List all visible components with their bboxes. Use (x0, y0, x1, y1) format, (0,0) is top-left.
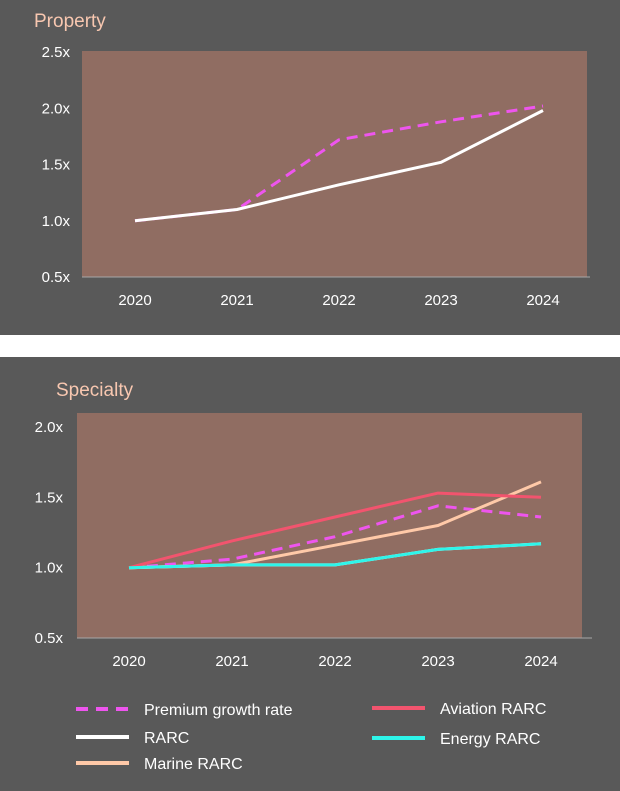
y-tick-label: 1.5x (35, 489, 64, 506)
series-line-rarc (134, 109, 544, 223)
x-tick-label: 2021 (215, 653, 248, 670)
chart-marks: 0.5x 1.0x 1.5x 2.0x 2020 2021 2022 2023 2024 (35, 419, 592, 670)
legend-item-rarc: RARC (76, 730, 189, 747)
chart-marks: 0.5x 1.0x 1.5x 2.0x 2.5x 2020 2021 2022 2023 2024 (42, 44, 590, 309)
y-tick-label: 2.0x (35, 419, 64, 436)
x-tick-label: 2020 (118, 292, 151, 309)
legend-label: Premium growth rate (144, 702, 293, 719)
plot-area (82, 51, 587, 277)
plot-area (77, 413, 582, 638)
legend-label: Aviation RARC (440, 701, 546, 718)
x-tick-label: 2020 (112, 653, 145, 670)
legend-label: Marine RARC (144, 756, 243, 773)
x-tick-label: 2022 (322, 292, 355, 309)
legend-item-marine-rarc: Marine RARC (76, 756, 243, 773)
series-line-premium-growth-rate (134, 104, 544, 223)
legend-label: RARC (144, 730, 189, 747)
specialty-chart: Specialty 0.5x 1.0x 1.5x 2.0x 2020 2021 2022 20… (35, 380, 592, 773)
x-tick-label: 2023 (424, 292, 457, 309)
y-tick-label: 1.5x (42, 157, 71, 174)
legend-item-aviation-rarc: Aviation RARC (372, 701, 546, 718)
y-tick-label: 1.0x (42, 213, 71, 230)
y-tick-label: 2.5x (42, 44, 71, 61)
legend-item-energy-rarc: Energy RARC (372, 731, 540, 748)
legend: Premium growth rate RARC Marine RARC Aviati… (76, 701, 546, 773)
x-tick-label: 2023 (421, 653, 454, 670)
x-tick-label: 2024 (526, 292, 559, 309)
y-tick-label: 1.0x (35, 560, 64, 577)
x-tick-label: 2021 (220, 292, 253, 309)
property-chart-panel: Property 0.5x 1.0x 1.5x 2.0x 2.5x 2020 2021 202… (0, 0, 620, 335)
y-tick-label: 0.5x (35, 630, 64, 647)
y-tick-label: 0.5x (42, 269, 71, 286)
legend-label: Energy RARC (440, 731, 540, 748)
specialty-chart-panel: Specialty 0.5x 1.0x 1.5x 2.0x 2020 2021 2022 20… (0, 357, 620, 791)
x-tick-label: 2022 (318, 653, 351, 670)
series-line-energy-rarc (128, 542, 542, 570)
series-line-aviation-rarc (128, 491, 542, 570)
y-tick-label: 2.0x (42, 100, 71, 117)
chart-title: Property (34, 11, 106, 32)
legend-item-premium-growth-rate: Premium growth rate (76, 702, 293, 719)
x-tick-label: 2024 (524, 653, 557, 670)
chart-title: Specialty (56, 380, 134, 401)
property-chart: Property 0.5x 1.0x 1.5x 2.0x 2.5x 2020 2021 202… (34, 11, 590, 309)
